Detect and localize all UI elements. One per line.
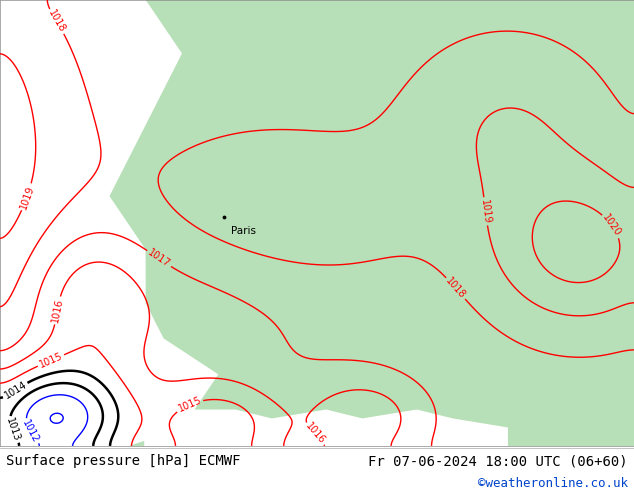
Text: 1019: 1019 bbox=[479, 198, 492, 224]
Text: 1018: 1018 bbox=[46, 8, 67, 35]
Text: Paris: Paris bbox=[231, 225, 256, 236]
Text: 1014: 1014 bbox=[3, 380, 29, 401]
Text: 1015: 1015 bbox=[37, 351, 64, 370]
Text: Surface pressure [hPa] ECMWF: Surface pressure [hPa] ECMWF bbox=[6, 454, 241, 468]
Text: 1020: 1020 bbox=[600, 213, 623, 239]
Text: Fr 07-06-2024 18:00 UTC (06+60): Fr 07-06-2024 18:00 UTC (06+60) bbox=[368, 454, 628, 468]
Text: 1016: 1016 bbox=[50, 297, 65, 323]
Text: 1017: 1017 bbox=[146, 248, 172, 270]
Text: 1012: 1012 bbox=[20, 418, 41, 445]
Text: 1015: 1015 bbox=[176, 395, 203, 414]
Polygon shape bbox=[145, 410, 507, 446]
Text: 1013: 1013 bbox=[4, 416, 22, 443]
Polygon shape bbox=[0, 0, 217, 446]
Text: ©weatheronline.co.uk: ©weatheronline.co.uk bbox=[477, 477, 628, 490]
Text: 1019: 1019 bbox=[18, 184, 36, 210]
Text: 1016: 1016 bbox=[304, 421, 328, 446]
Text: 1018: 1018 bbox=[444, 276, 468, 301]
